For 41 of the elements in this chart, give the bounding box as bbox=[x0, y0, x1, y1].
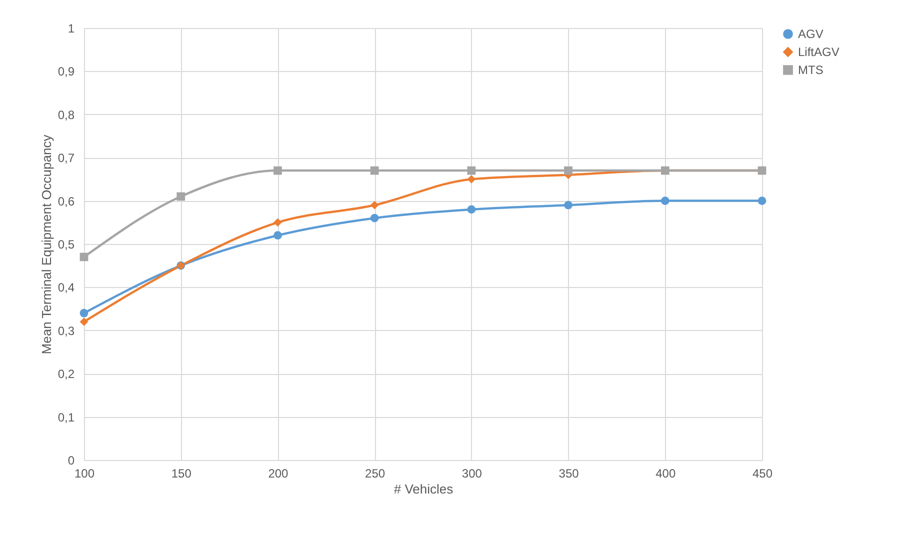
y-tick-label: 0,3 bbox=[58, 324, 75, 338]
point bbox=[370, 200, 379, 210]
point bbox=[758, 196, 766, 205]
point bbox=[660, 196, 670, 205]
point bbox=[274, 218, 282, 227]
y-tick-label: 0,7 bbox=[58, 151, 75, 166]
y-tick-label: 0,1 bbox=[58, 410, 75, 424]
point bbox=[80, 318, 88, 326]
x-axis-title: # Vehicles bbox=[394, 482, 454, 496]
y-tick-label: 0 bbox=[68, 454, 75, 468]
y-tick-label: 0,8 bbox=[58, 108, 75, 122]
x-tick-label: 450 bbox=[752, 466, 773, 480]
y-axis-title: Mean Terminal Equipment Occupancy bbox=[38, 134, 54, 354]
x-tick-label: 300 bbox=[462, 466, 482, 480]
y-tick-label: 0,4 bbox=[58, 280, 75, 295]
x-tick-label: 100 bbox=[74, 466, 95, 480]
legend-label: LiftAGV bbox=[798, 45, 840, 59]
point bbox=[80, 308, 88, 318]
point bbox=[467, 205, 476, 214]
x-tick-label: 150 bbox=[171, 466, 192, 480]
point bbox=[467, 175, 476, 184]
x-tick-label: 250 bbox=[365, 466, 386, 480]
point bbox=[274, 166, 282, 175]
x-tick-label: 400 bbox=[656, 466, 676, 480]
point bbox=[274, 231, 282, 240]
x-tick-label: 200 bbox=[268, 466, 289, 480]
y-tick-label: 0,5 bbox=[58, 238, 75, 252]
point bbox=[176, 192, 186, 201]
point bbox=[370, 214, 379, 222]
point bbox=[564, 166, 572, 175]
y-tick-label: 0,9 bbox=[58, 64, 75, 79]
legend-label: MTS bbox=[798, 63, 824, 77]
point bbox=[370, 166, 379, 175]
point bbox=[564, 200, 572, 210]
legend-label: AGV bbox=[798, 27, 824, 41]
point bbox=[80, 252, 88, 262]
point bbox=[467, 166, 476, 175]
y-tick-label: 0,2 bbox=[58, 367, 75, 382]
y-tick-label: 0,6 bbox=[58, 194, 75, 208]
y-tick-label: 1 bbox=[68, 22, 75, 36]
x-tick-label: 350 bbox=[558, 466, 580, 480]
